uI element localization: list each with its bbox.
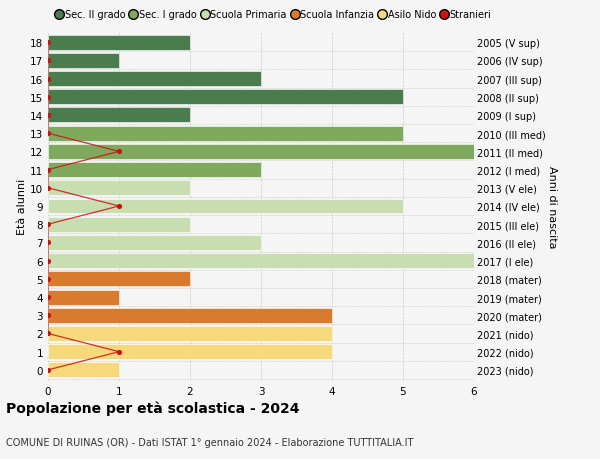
Point — [43, 294, 53, 301]
Point — [43, 185, 53, 192]
Bar — [48, 217, 190, 232]
Bar — [48, 326, 332, 341]
Point — [43, 366, 53, 374]
Y-axis label: Anni di nascita: Anni di nascita — [547, 165, 557, 248]
Bar — [48, 54, 119, 69]
Point — [43, 57, 53, 65]
Bar — [48, 254, 474, 269]
Point — [114, 348, 124, 356]
Point — [43, 130, 53, 138]
Point — [43, 330, 53, 337]
Point — [114, 148, 124, 156]
Point — [43, 112, 53, 119]
Legend: Sec. II grado, Sec. I grado, Scuola Primaria, Scuola Infanzia, Asilo Nido, Stran: Sec. II grado, Sec. I grado, Scuola Prim… — [53, 6, 496, 24]
Point — [43, 275, 53, 283]
Bar — [48, 235, 261, 250]
Bar — [48, 272, 190, 287]
Bar — [48, 145, 474, 159]
Bar — [48, 363, 119, 377]
Bar — [48, 108, 190, 123]
Bar — [48, 72, 261, 87]
Point — [43, 221, 53, 229]
Bar — [48, 290, 119, 305]
Bar — [48, 36, 190, 50]
Point — [43, 257, 53, 265]
Text: COMUNE DI RUINAS (OR) - Dati ISTAT 1° gennaio 2024 - Elaborazione TUTTITALIA.IT: COMUNE DI RUINAS (OR) - Dati ISTAT 1° ge… — [6, 437, 413, 448]
Point — [43, 312, 53, 319]
Bar — [48, 344, 332, 359]
Point — [43, 239, 53, 246]
Point — [43, 76, 53, 83]
Y-axis label: Età alunni: Età alunni — [17, 179, 27, 235]
Bar — [48, 163, 261, 178]
Bar — [48, 90, 403, 105]
Bar — [48, 181, 190, 196]
Bar — [48, 199, 403, 214]
Point — [43, 39, 53, 47]
Point — [43, 167, 53, 174]
Text: Popolazione per età scolastica - 2024: Popolazione per età scolastica - 2024 — [6, 401, 299, 415]
Bar — [48, 308, 332, 323]
Bar — [48, 126, 403, 141]
Point — [43, 94, 53, 101]
Point — [114, 203, 124, 210]
